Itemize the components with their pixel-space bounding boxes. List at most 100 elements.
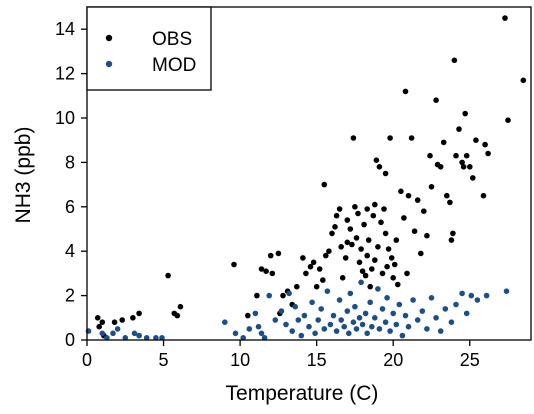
obs-point <box>459 159 465 166</box>
mod-point <box>266 292 273 299</box>
obs-point <box>338 244 345 250</box>
mod-point <box>379 306 386 312</box>
obs-point <box>414 197 421 203</box>
legend-marker-mod <box>105 60 113 68</box>
obs-point <box>326 248 332 254</box>
obs-point <box>356 259 363 266</box>
y-tick-label: 12 <box>55 64 75 84</box>
obs-point <box>321 181 328 188</box>
obs-point <box>373 157 380 163</box>
obs-point <box>367 283 374 290</box>
obs-point <box>404 270 410 277</box>
obs-point <box>463 152 470 159</box>
obs-point <box>460 164 467 170</box>
y-tick-label: 14 <box>55 19 75 39</box>
obs-point <box>473 137 479 143</box>
obs-point <box>485 150 491 157</box>
obs-point <box>111 319 118 326</box>
obs-point <box>365 237 372 243</box>
obs-point <box>130 315 136 321</box>
mod-point <box>352 303 358 310</box>
mod-point <box>312 330 318 337</box>
mod-point <box>136 332 142 339</box>
mod-point <box>255 323 262 330</box>
obs-point <box>174 312 181 319</box>
obs-point <box>384 263 390 270</box>
obs-point <box>402 88 409 95</box>
obs-point <box>505 117 511 123</box>
y-axis-title: NH3 (ppb) <box>12 127 35 224</box>
x-axis: 0 5 10 15 20 25 <box>82 340 480 370</box>
obs-point <box>275 250 282 257</box>
mod-point <box>344 308 351 314</box>
mod-point <box>382 319 389 326</box>
mod-point <box>376 326 383 332</box>
plot-frame <box>86 6 532 341</box>
mod-point <box>433 315 439 321</box>
obs-point <box>388 255 395 261</box>
obs-point <box>405 192 412 199</box>
mod-point <box>405 323 412 330</box>
x-tick-label: 25 <box>460 350 480 370</box>
mod-point <box>252 310 259 317</box>
obs-point <box>300 255 306 261</box>
y-axis: 0 2 4 6 8 10 12 14 <box>55 19 87 350</box>
obs-point <box>401 215 407 221</box>
mod-point <box>104 335 110 341</box>
mod-point <box>286 290 292 297</box>
obs-point <box>453 152 459 159</box>
obs-point <box>269 270 276 277</box>
mod-point <box>306 323 312 330</box>
obs-point <box>347 226 354 232</box>
mod-point <box>298 332 305 339</box>
obs-point <box>332 224 338 230</box>
obs-point <box>480 192 487 199</box>
obs-point <box>427 152 433 159</box>
mod-point <box>346 330 352 337</box>
obs-point <box>267 252 274 259</box>
mod-point <box>315 317 322 323</box>
mod-point <box>301 312 308 319</box>
obs-point <box>94 315 101 321</box>
legend-marker-obs <box>105 34 113 42</box>
obs-point <box>395 281 401 288</box>
obs-point <box>96 323 102 330</box>
mod-point <box>122 335 129 341</box>
mod-point <box>353 326 360 332</box>
obs-point <box>440 139 447 146</box>
mod-point <box>232 330 239 337</box>
obs-point <box>467 164 473 170</box>
obs-point <box>370 212 377 219</box>
mod-point <box>369 323 375 330</box>
mod-point <box>110 330 116 337</box>
obs-point <box>381 206 387 212</box>
obs-point <box>382 230 389 237</box>
obs-point <box>424 232 430 239</box>
mod-point <box>324 288 331 295</box>
x-tick-label: 5 <box>159 350 169 370</box>
mod-point <box>463 310 470 317</box>
obs-point <box>448 237 455 243</box>
obs-point <box>349 241 355 248</box>
x-tick-label: 0 <box>82 350 92 370</box>
obs-point <box>280 292 286 299</box>
mod-point <box>292 303 299 310</box>
obs-point <box>520 77 527 84</box>
obs-point <box>344 239 351 246</box>
mod-point <box>468 292 475 299</box>
obs-point <box>421 208 427 214</box>
obs-point <box>352 204 358 210</box>
obs-point <box>258 266 265 272</box>
obs-point <box>437 164 444 170</box>
obs-point <box>447 199 453 206</box>
obs-point <box>362 272 369 279</box>
mod-point <box>159 335 165 341</box>
y-tick-label: 2 <box>65 286 75 306</box>
x-tick-label: 15 <box>307 350 327 370</box>
mod-point <box>341 323 348 330</box>
mod-point <box>474 297 481 303</box>
mod-point <box>289 328 296 334</box>
obs-point <box>376 164 383 170</box>
